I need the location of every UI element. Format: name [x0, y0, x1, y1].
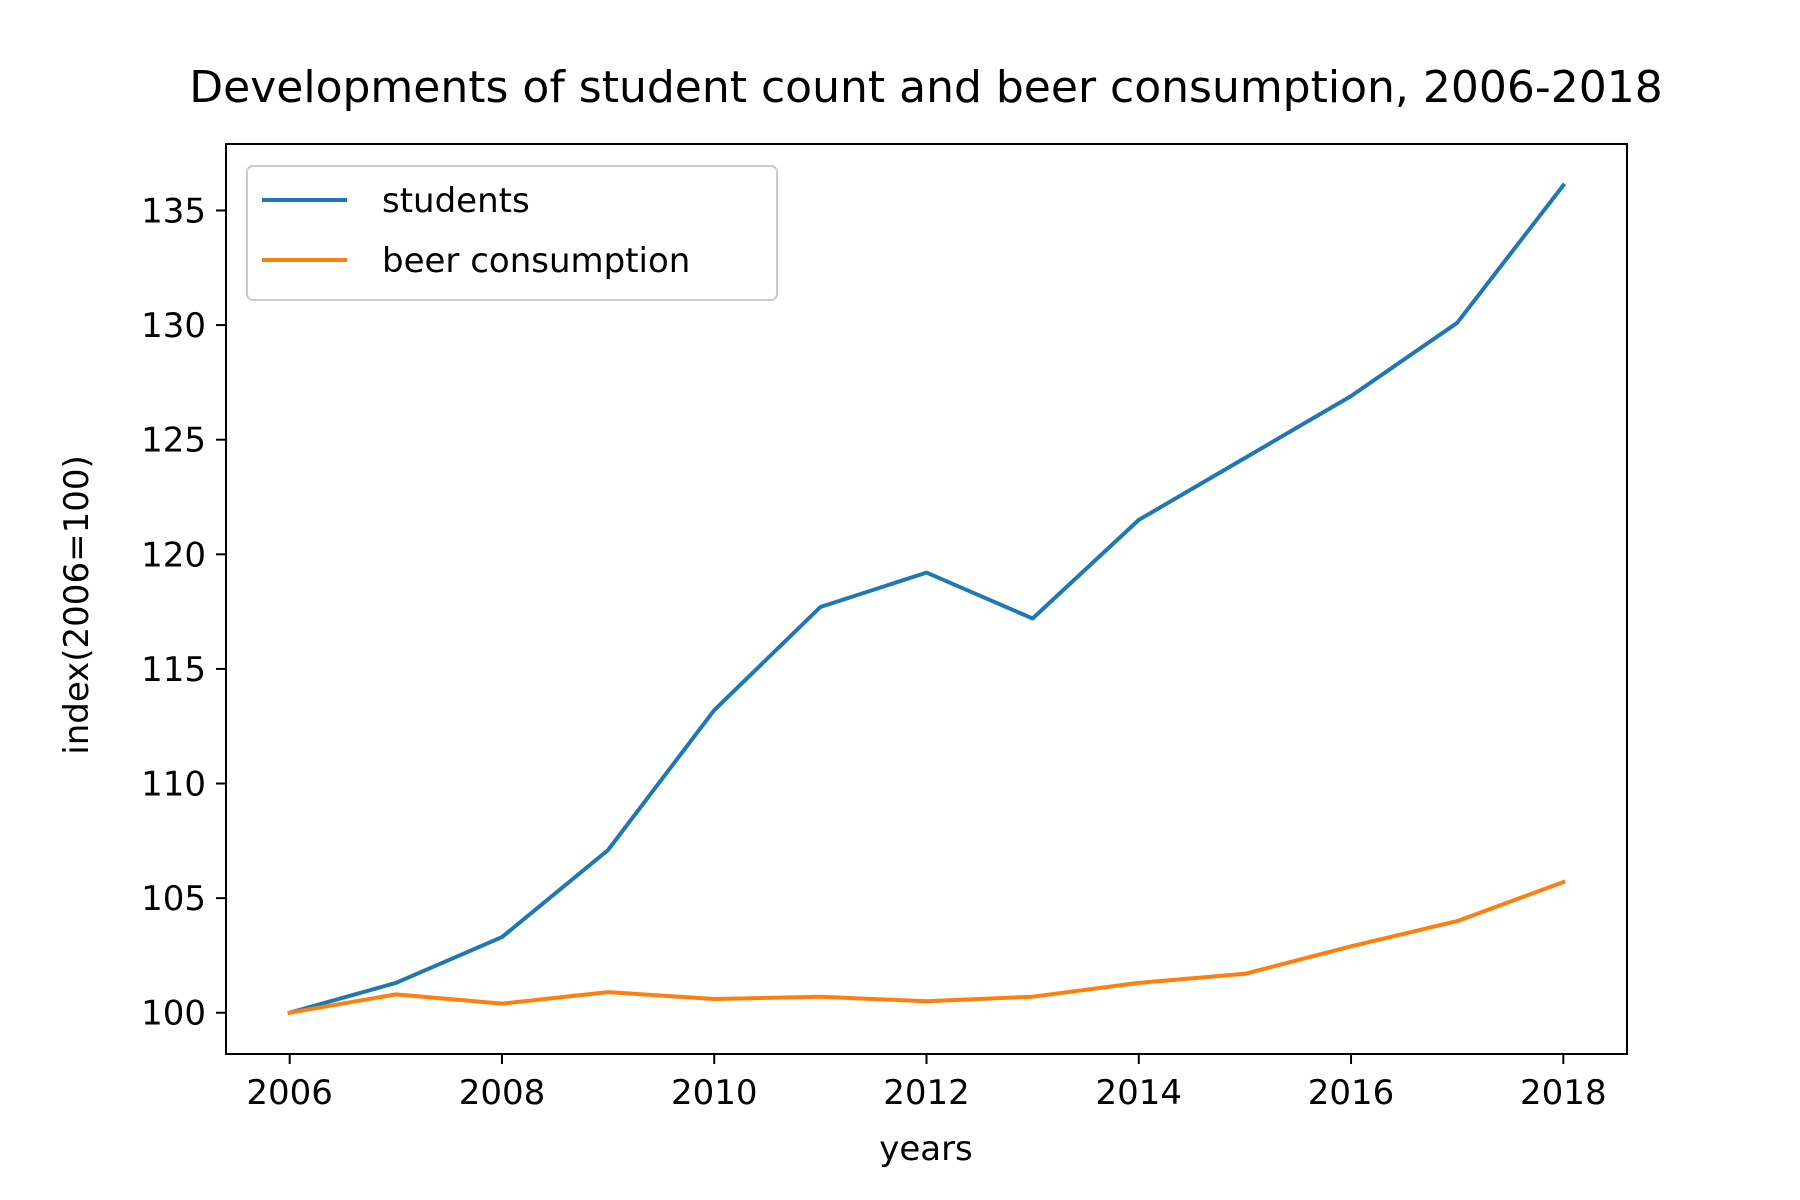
x-tick-label: 2010: [671, 1073, 758, 1113]
series-line-beer-consumption: [287, 879, 1566, 1016]
x-tick-label: 2016: [1308, 1073, 1395, 1113]
y-tick-label: 100: [141, 994, 206, 1034]
x-tick-label: 2012: [883, 1073, 970, 1113]
y-tick-label: 135: [141, 191, 206, 231]
y-tick-label: 120: [141, 535, 206, 575]
y-tick-label: 110: [141, 765, 206, 805]
legend-label-students: students: [382, 181, 530, 221]
y-tick-label: 125: [141, 421, 206, 461]
series-line-students: [287, 182, 1567, 1016]
x-axis-label: years: [879, 1129, 973, 1169]
y-axis-label: index(2006=100): [57, 455, 97, 754]
x-tick-label: 2008: [459, 1073, 546, 1113]
legend-box: [246, 165, 778, 301]
chart-title: Developments of student count and beer c…: [189, 62, 1662, 113]
x-tick-label: 2018: [1520, 1073, 1607, 1113]
y-tick-label: 115: [141, 650, 206, 690]
axis-ticks: 2006 2008 2010 2012 2014 2016 2018 100 105 110 115…: [141, 191, 1606, 1113]
legend-label-beer-consumption: beer consumption: [382, 241, 690, 281]
legend: students beer consumption: [246, 165, 778, 301]
series-lines: [287, 182, 1567, 1016]
y-tick-label: 105: [141, 879, 206, 919]
x-tick-label: 2014: [1096, 1073, 1183, 1113]
y-tick-label: 130: [141, 306, 206, 346]
x-tick-label: 2006: [246, 1073, 333, 1113]
